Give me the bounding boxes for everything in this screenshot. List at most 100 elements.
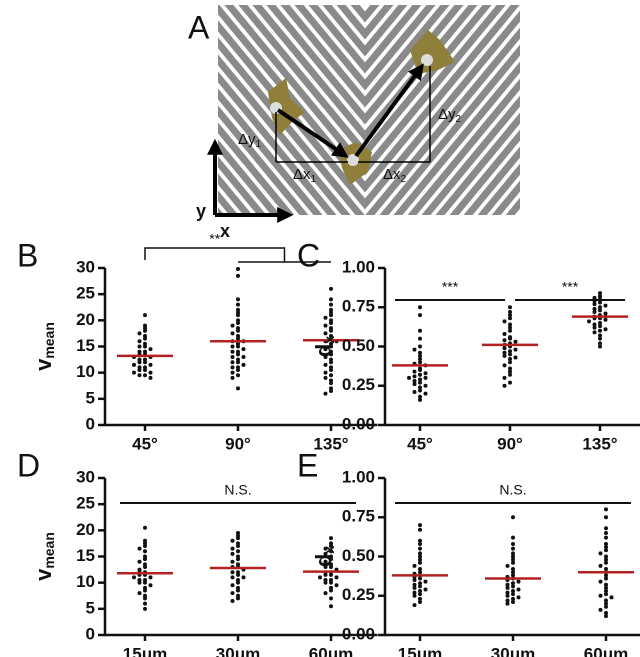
data-point xyxy=(511,567,515,572)
stripe xyxy=(336,5,394,40)
data-point xyxy=(412,590,417,595)
data-point xyxy=(230,331,235,336)
stripe xyxy=(266,5,464,125)
data-point xyxy=(508,336,512,341)
x-tick-label: 90° xyxy=(497,434,523,453)
x-tick-label: 15μm xyxy=(398,644,442,657)
data-point xyxy=(241,362,246,367)
data-point xyxy=(418,596,422,601)
data-point xyxy=(143,525,147,530)
data-point xyxy=(329,368,333,373)
data-point xyxy=(598,341,602,346)
stripe xyxy=(350,5,380,23)
data-point xyxy=(418,377,422,382)
cell xyxy=(410,30,455,74)
data-point xyxy=(604,611,608,616)
data-point xyxy=(418,397,422,402)
data-point xyxy=(598,336,602,341)
data-point xyxy=(604,585,608,590)
data-point xyxy=(604,614,608,619)
data-point xyxy=(508,372,512,377)
data-point xyxy=(412,563,417,568)
y-tick-label: 15 xyxy=(76,336,95,355)
data-point xyxy=(412,593,417,598)
data-point xyxy=(502,346,507,351)
y-axis-label-sub: mean xyxy=(41,322,57,359)
data-point xyxy=(516,595,521,600)
data-point xyxy=(592,295,597,300)
x-tick-label: 15μm xyxy=(123,644,167,657)
data-point xyxy=(137,344,142,349)
data-point xyxy=(418,313,422,318)
data-point xyxy=(418,551,422,556)
data-point xyxy=(230,538,235,543)
data-point xyxy=(604,560,608,565)
data-point xyxy=(412,382,417,387)
stripe xyxy=(218,129,520,215)
data-point xyxy=(508,322,512,327)
y-axis-label-sub: x xyxy=(321,336,337,344)
data-point xyxy=(323,331,328,336)
data-point xyxy=(323,580,328,585)
data-point xyxy=(418,592,422,597)
data-point xyxy=(508,360,512,365)
data-point xyxy=(323,546,328,551)
data-point xyxy=(329,328,333,333)
data-point xyxy=(132,370,136,375)
y-tick-label: 0 xyxy=(86,624,95,643)
stripe xyxy=(218,95,520,215)
data-point xyxy=(418,523,422,528)
data-point xyxy=(334,575,339,580)
data-point xyxy=(418,360,422,365)
data-point xyxy=(418,541,422,546)
y-tick-label: 0.00 xyxy=(342,624,375,643)
significance-label: ** xyxy=(209,231,220,247)
data-point xyxy=(502,331,507,336)
data-point xyxy=(236,544,240,549)
y-axis-label-sub: x xyxy=(321,546,337,554)
data-point xyxy=(502,338,507,343)
nucleus xyxy=(347,154,359,166)
data-point xyxy=(505,590,510,595)
data-point xyxy=(604,535,608,540)
data-point xyxy=(230,551,235,556)
data-point xyxy=(236,549,240,554)
data-point xyxy=(412,379,417,384)
data-point xyxy=(418,357,422,362)
data-point xyxy=(137,373,142,378)
data-point xyxy=(603,303,608,308)
data-point xyxy=(412,347,417,352)
data-point xyxy=(143,596,147,601)
data-point xyxy=(323,370,328,375)
data-point xyxy=(323,591,328,596)
data-point xyxy=(329,297,333,302)
y-tick-label: 0.50 xyxy=(342,546,375,565)
data-point xyxy=(418,560,422,565)
nucleus xyxy=(421,54,433,66)
y-tick-label: 5 xyxy=(86,388,95,407)
data-point xyxy=(604,598,608,603)
data-point xyxy=(230,360,235,365)
x-tick-label: 45° xyxy=(407,434,433,453)
data-point xyxy=(137,339,142,344)
data-point xyxy=(604,557,608,562)
data-point xyxy=(418,554,422,559)
data-point xyxy=(603,327,608,332)
data-point xyxy=(148,575,153,580)
data-point xyxy=(418,350,422,355)
data-point xyxy=(230,583,235,588)
data-point xyxy=(604,541,608,546)
data-point xyxy=(508,366,512,371)
data-point xyxy=(230,598,235,603)
x-tick-label: 45° xyxy=(132,434,158,453)
x-tick-label: 90° xyxy=(225,434,251,453)
data-point xyxy=(148,375,153,380)
data-point xyxy=(143,368,147,373)
y-tick-label: 1.00 xyxy=(342,257,375,276)
data-point xyxy=(230,591,235,596)
data-point xyxy=(236,344,240,349)
data-point xyxy=(502,350,507,355)
data-point xyxy=(508,325,512,330)
y-tick-label: 0 xyxy=(86,414,95,433)
